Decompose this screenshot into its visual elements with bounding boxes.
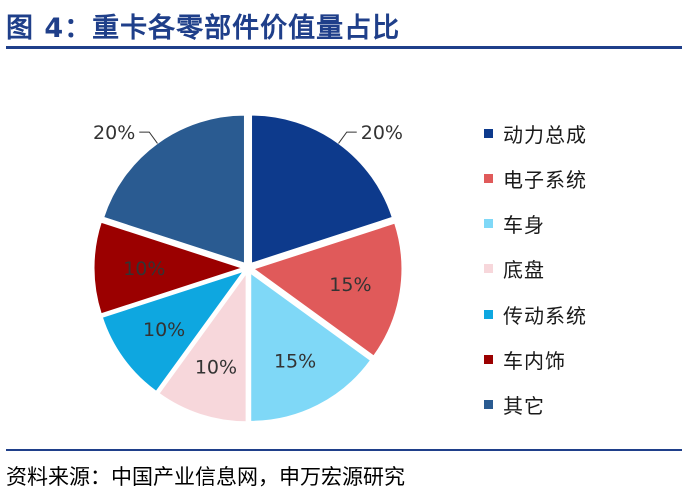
- slice-data-label: 15%: [329, 274, 371, 296]
- legend-label: 动力总成: [503, 122, 587, 147]
- legend-label: 底盘: [503, 258, 545, 283]
- label-leader-line: [139, 131, 158, 144]
- legend-item: 动力总成: [484, 121, 587, 147]
- legend-swatch: [484, 128, 493, 138]
- legend-swatch: [484, 355, 493, 364]
- pie-slice: [251, 114, 393, 264]
- pie-slice: [252, 222, 403, 357]
- legend-item: 其它: [484, 393, 545, 419]
- legend-item: 传动系统: [484, 302, 587, 328]
- legend-item: 电子系统: [484, 166, 587, 192]
- pie-slice: [158, 272, 247, 423]
- slice-data-label: 20%: [361, 122, 403, 144]
- slice-data-label: 10%: [143, 319, 185, 341]
- pie-slice: [101, 270, 245, 392]
- legend-swatch: [484, 219, 493, 229]
- legend-swatch: [484, 400, 493, 410]
- footer-rule: [6, 449, 682, 451]
- legend-swatch: [484, 173, 493, 183]
- source-note: 资料来源：中国产业信息网，申万宏源研究: [6, 465, 405, 489]
- legend-item: 底盘: [484, 257, 545, 283]
- legend-label: 其它: [503, 394, 545, 419]
- legend-swatch: [484, 309, 493, 319]
- slice-data-label: 10%: [195, 357, 237, 379]
- legend-swatch: [484, 264, 493, 274]
- legend-label: 传动系统: [503, 303, 587, 328]
- legend-label: 车身: [503, 213, 545, 238]
- legend-label: 车内饰: [503, 349, 566, 373]
- slice-data-label: 15%: [274, 350, 316, 372]
- pie-slice: [250, 272, 372, 422]
- legend-item: 车内饰: [484, 348, 566, 373]
- pie-slice: [103, 114, 245, 264]
- label-leader-line: [338, 131, 357, 144]
- title-rule: [6, 46, 682, 49]
- figure-title: 图 4：重卡各零部件价值量占比: [6, 13, 401, 44]
- slice-data-label: 20%: [93, 122, 135, 144]
- legend-label: 电子系统: [503, 167, 587, 192]
- slice-data-label: 10%: [123, 258, 165, 280]
- pie-slice: [93, 221, 244, 315]
- legend-item: 车身: [484, 212, 545, 238]
